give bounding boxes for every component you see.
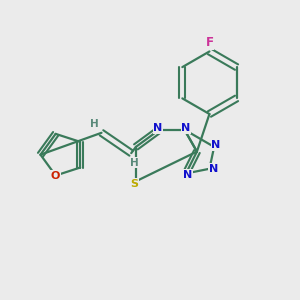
Text: N: N (183, 170, 192, 180)
Text: N: N (211, 140, 220, 150)
Text: N: N (153, 123, 162, 133)
Text: S: S (130, 179, 138, 189)
Text: H: H (90, 119, 99, 129)
Text: H: H (130, 158, 139, 167)
Text: N: N (208, 164, 218, 174)
Text: N: N (182, 123, 190, 133)
Text: F: F (206, 36, 213, 49)
Text: O: O (51, 170, 60, 181)
